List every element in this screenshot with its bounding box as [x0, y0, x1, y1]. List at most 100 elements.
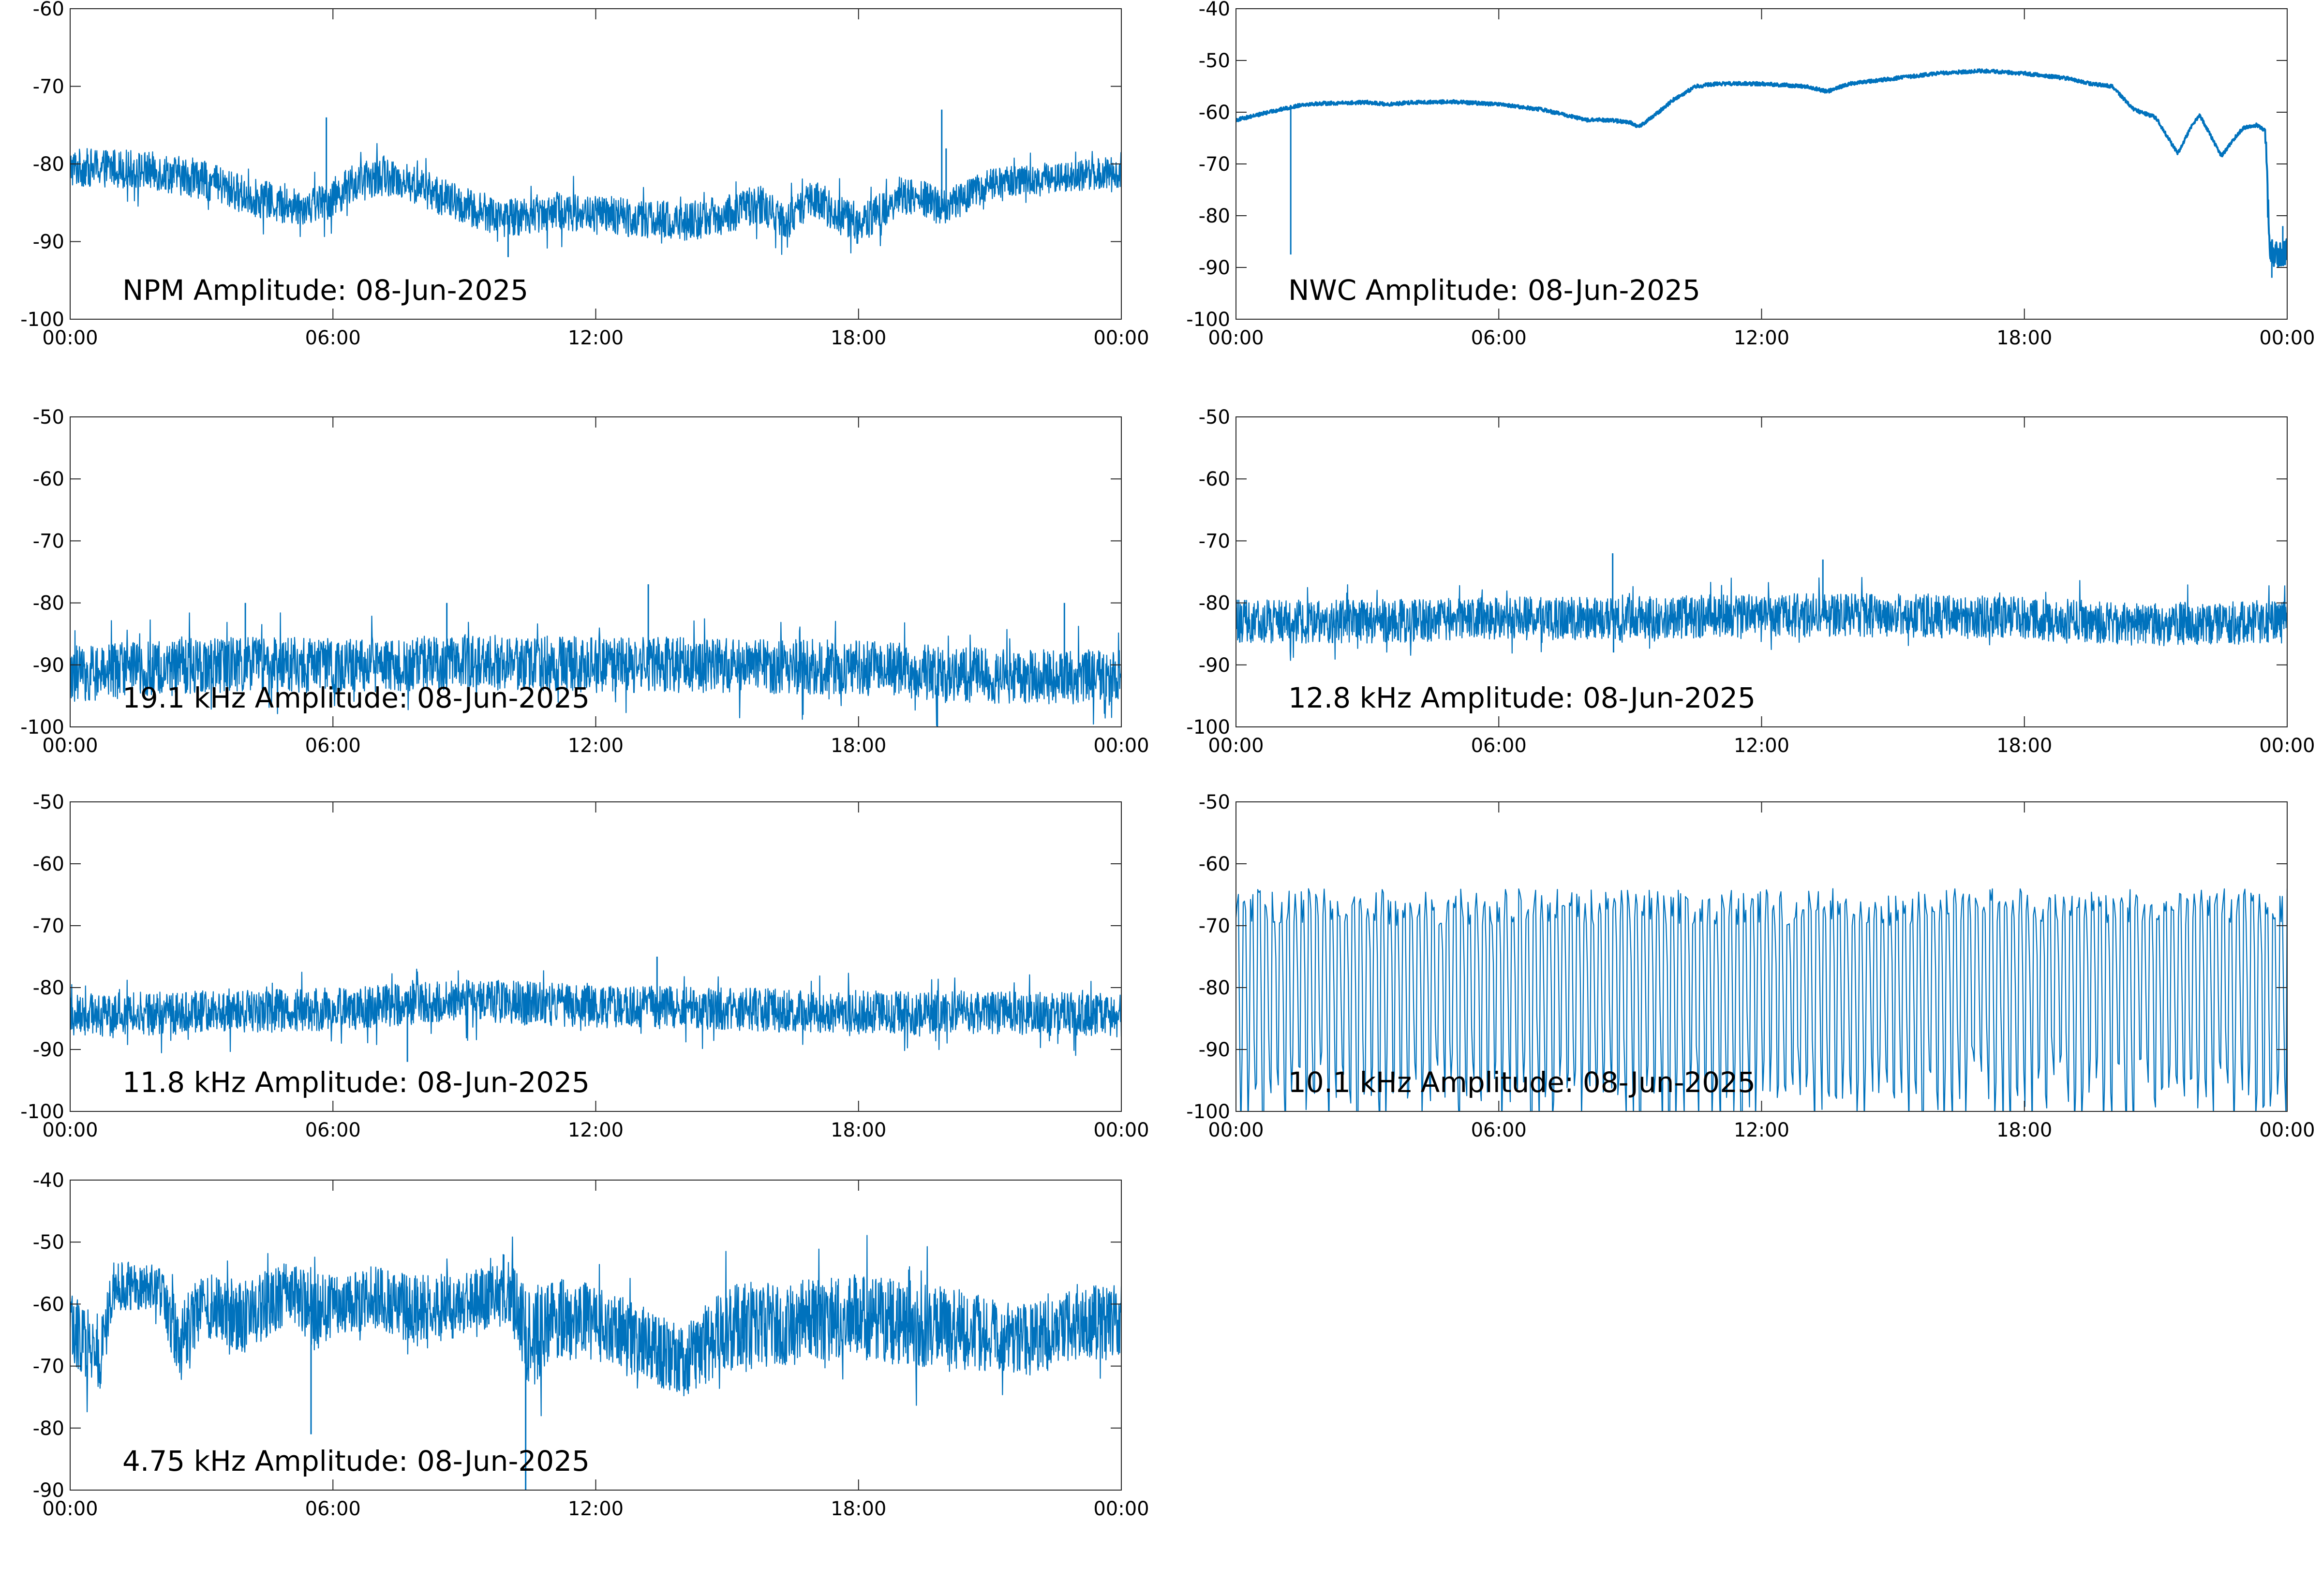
x-tick-label: 00:00	[1093, 735, 1149, 757]
x-tick-label: 18:00	[831, 1119, 886, 1141]
y-tick-label: -50	[33, 1231, 64, 1254]
axes-box	[70, 801, 1122, 1112]
panel-title: 4.75 kHz Amplitude: 08-Jun-2025	[122, 1445, 590, 1478]
x-tick-label: 00:00	[1093, 1498, 1149, 1520]
x-tick-label: 00:00	[42, 735, 98, 757]
x-tick-label: 06:00	[305, 1119, 361, 1141]
x-tick-label: 12:00	[568, 327, 624, 349]
panel-title: 19.1 kHz Amplitude: 08-Jun-2025	[122, 681, 590, 714]
y-tick-label: -80	[1199, 592, 1230, 615]
panel-title: NPM Amplitude: 08-Jun-2025	[122, 274, 528, 307]
x-tick-label: 12:00	[1734, 327, 1789, 349]
y-tick-label: -60	[1199, 468, 1230, 490]
axes-box	[70, 8, 1122, 320]
y-tick-label: -90	[1199, 257, 1230, 279]
x-tick-label: 00:00	[42, 1498, 98, 1520]
x-tick-label: 00:00	[42, 1119, 98, 1141]
y-tick-label: -60	[33, 853, 64, 875]
y-tick-label: -100	[1186, 309, 1230, 331]
x-tick-label: 00:00	[42, 327, 98, 349]
y-tick-label: -100	[1186, 1101, 1230, 1123]
x-tick-label: 00:00	[1208, 735, 1264, 757]
y-tick-label: -80	[1199, 977, 1230, 999]
y-tick-label: -40	[33, 1169, 64, 1192]
y-tick-label: -90	[33, 231, 64, 253]
y-tick-label: -90	[33, 1039, 64, 1061]
y-tick-label: -60	[33, 1293, 64, 1315]
data-series-line	[70, 612, 1121, 726]
y-tick-label: -90	[1199, 1039, 1230, 1061]
y-tick-label: -80	[33, 977, 64, 999]
y-tick-label: -70	[1199, 153, 1230, 176]
x-tick-label: 00:00	[1208, 1119, 1264, 1141]
y-tick-label: -100	[20, 716, 64, 739]
y-tick-label: -80	[1199, 205, 1230, 227]
y-tick-label: -80	[33, 1418, 64, 1440]
x-tick-label: 00:00	[1208, 327, 1264, 349]
data-series-line	[1236, 576, 2287, 661]
x-tick-label: 12:00	[568, 735, 624, 757]
y-tick-label: -50	[33, 406, 64, 429]
x-tick-label: 18:00	[831, 735, 886, 757]
x-tick-label: 12:00	[1734, 1119, 1789, 1141]
y-tick-label: -70	[33, 530, 64, 552]
x-tick-label: 18:00	[831, 327, 886, 349]
y-tick-label: -50	[1199, 406, 1230, 429]
x-tick-label: 12:00	[568, 1119, 624, 1141]
y-tick-label: -80	[33, 592, 64, 615]
y-tick-label: -100	[20, 309, 64, 331]
y-tick-label: -90	[33, 1479, 64, 1502]
x-tick-label: 06:00	[1471, 1119, 1527, 1141]
y-tick-label: -60	[1199, 853, 1230, 875]
x-tick-label: 00:00	[1093, 327, 1149, 349]
y-tick-label: -90	[1199, 654, 1230, 677]
y-tick-label: -70	[33, 1356, 64, 1378]
y-tick-label: -40	[1199, 0, 1230, 20]
y-tick-label: -60	[33, 0, 64, 20]
axes-box	[1235, 8, 2288, 320]
y-tick-label: -100	[20, 1101, 64, 1123]
axes-box	[1235, 416, 2288, 727]
x-tick-label: 00:00	[2259, 327, 2315, 349]
axes-box	[1235, 801, 2288, 1112]
y-tick-label: -50	[33, 791, 64, 813]
data-series-line	[1236, 888, 2287, 1111]
y-tick-label: -70	[33, 76, 64, 98]
x-tick-label: 12:00	[1734, 735, 1789, 757]
x-tick-label: 18:00	[1996, 327, 2052, 349]
panel-title: 12.8 kHz Amplitude: 08-Jun-2025	[1288, 681, 1756, 714]
x-tick-label: 06:00	[1471, 327, 1527, 349]
y-tick-label: -80	[33, 153, 64, 176]
x-tick-label: 06:00	[1471, 735, 1527, 757]
y-tick-label: -50	[1199, 50, 1230, 72]
panel-title: NWC Amplitude: 08-Jun-2025	[1288, 274, 1700, 307]
x-tick-label: 18:00	[1996, 1119, 2052, 1141]
x-tick-label: 18:00	[831, 1498, 886, 1520]
panel-title: 10.1 kHz Amplitude: 08-Jun-2025	[1288, 1066, 1756, 1099]
data-series-line	[1236, 68, 2287, 267]
x-tick-label: 00:00	[2259, 1119, 2315, 1141]
data-series-line	[70, 968, 1121, 1056]
x-tick-label: 18:00	[1996, 735, 2052, 757]
x-tick-label: 06:00	[305, 1498, 361, 1520]
x-tick-label: 00:00	[2259, 735, 2315, 757]
x-tick-label: 06:00	[305, 327, 361, 349]
y-tick-label: -70	[1199, 530, 1230, 552]
y-tick-label: -70	[33, 915, 64, 937]
x-tick-label: 00:00	[1093, 1119, 1149, 1141]
y-tick-label: -100	[1186, 716, 1230, 739]
y-tick-label: -60	[1199, 102, 1230, 124]
data-series-line	[70, 1235, 1121, 1417]
panel-title: 11.8 kHz Amplitude: 08-Jun-2025	[122, 1066, 590, 1099]
y-tick-label: -90	[33, 654, 64, 677]
x-tick-label: 12:00	[568, 1498, 624, 1520]
x-tick-label: 06:00	[305, 735, 361, 757]
